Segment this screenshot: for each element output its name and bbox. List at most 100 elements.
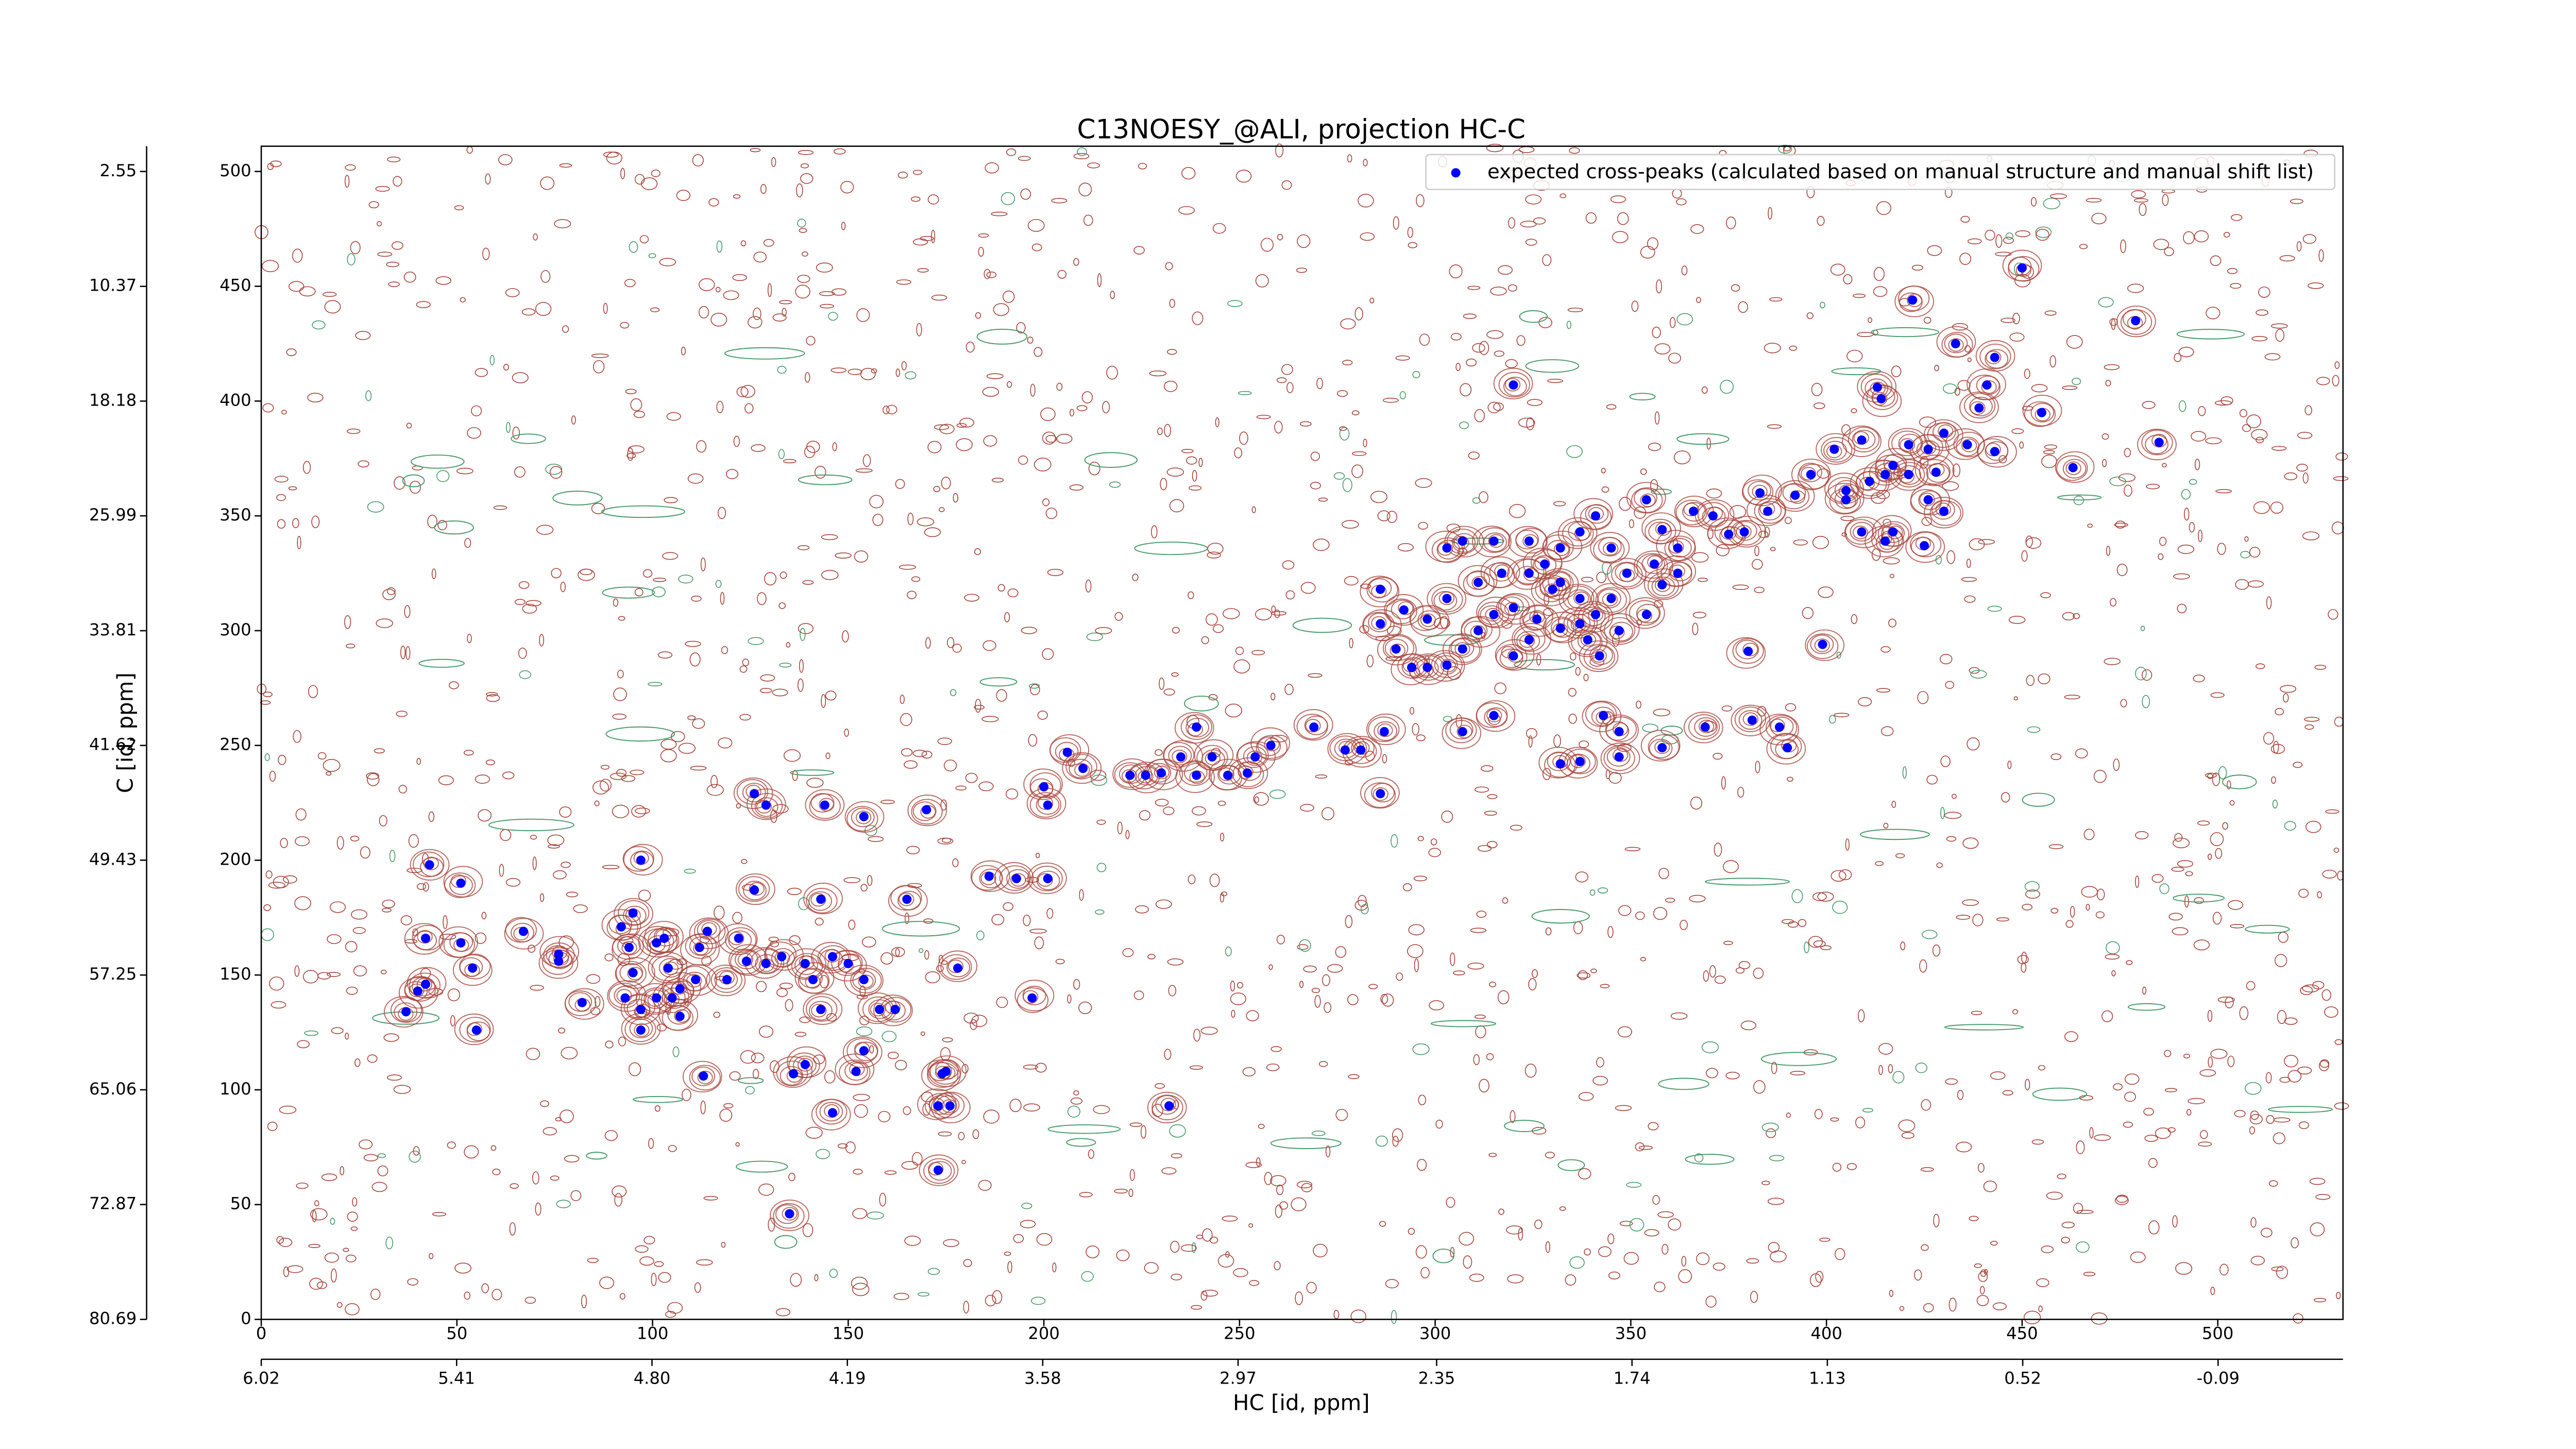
contour bbox=[627, 447, 634, 461]
contour bbox=[2086, 198, 2102, 203]
contour bbox=[1467, 963, 1484, 970]
contour bbox=[499, 864, 504, 877]
contour bbox=[1898, 1119, 1916, 1133]
contour bbox=[443, 915, 448, 929]
cross-peak bbox=[1078, 764, 1088, 773]
contour bbox=[1608, 772, 1622, 784]
contour bbox=[878, 1110, 891, 1122]
contour bbox=[1051, 198, 1067, 204]
contour bbox=[2062, 612, 2075, 620]
contour bbox=[2290, 198, 2303, 204]
contour bbox=[1654, 1282, 1666, 1292]
contour bbox=[286, 1265, 303, 1273]
contour bbox=[1138, 769, 1154, 784]
contour bbox=[1985, 229, 1995, 241]
contour bbox=[309, 1277, 323, 1290]
contour bbox=[662, 552, 679, 560]
contour bbox=[591, 502, 605, 514]
contour bbox=[1368, 716, 1400, 743]
contour bbox=[2274, 954, 2287, 967]
contour bbox=[1889, 1289, 1894, 1297]
contour bbox=[382, 907, 392, 913]
contour bbox=[1640, 468, 1647, 475]
contour bbox=[1785, 703, 1797, 712]
contour bbox=[901, 748, 913, 757]
contour bbox=[2093, 769, 2107, 783]
contour bbox=[1516, 335, 1526, 346]
cross-peak bbox=[2154, 437, 2164, 447]
contour bbox=[746, 788, 786, 820]
contour bbox=[2120, 239, 2126, 254]
contour bbox=[1797, 464, 1829, 490]
legend-marker bbox=[1451, 168, 1461, 178]
contour bbox=[1683, 712, 1723, 744]
contour bbox=[1449, 719, 1473, 739]
contour bbox=[1087, 162, 1100, 169]
contour bbox=[978, 233, 989, 238]
cross-peak bbox=[1606, 594, 1616, 603]
contour bbox=[1591, 649, 1607, 663]
cross-peak bbox=[922, 805, 931, 815]
contour bbox=[797, 1058, 814, 1072]
cross-peak bbox=[691, 975, 701, 985]
contour bbox=[1222, 1216, 1238, 1222]
contour bbox=[423, 856, 439, 870]
contour bbox=[586, 974, 601, 984]
contour bbox=[1525, 359, 1580, 373]
contour bbox=[797, 275, 810, 283]
contour bbox=[1189, 1065, 1204, 1070]
contour bbox=[804, 372, 810, 383]
contour bbox=[2256, 436, 2264, 444]
contour bbox=[919, 1154, 959, 1186]
contour bbox=[294, 896, 311, 911]
contour bbox=[365, 390, 372, 401]
contour bbox=[1306, 1282, 1317, 1294]
contour bbox=[2270, 501, 2284, 514]
contour bbox=[1217, 800, 1226, 806]
contour bbox=[521, 308, 536, 316]
contour bbox=[1230, 981, 1235, 992]
contour bbox=[1074, 763, 1090, 777]
contour bbox=[1508, 217, 1515, 229]
contour bbox=[396, 711, 408, 717]
contour bbox=[2137, 428, 2177, 461]
contour bbox=[1583, 673, 1589, 682]
contour bbox=[1117, 821, 1123, 835]
contour bbox=[2215, 489, 2232, 494]
contour bbox=[886, 405, 897, 415]
contour bbox=[1605, 716, 1637, 742]
contour bbox=[2124, 1091, 2136, 1102]
contour bbox=[920, 235, 934, 241]
contour bbox=[806, 778, 824, 788]
contour bbox=[1052, 1262, 1057, 1273]
x-tick-label: 200 bbox=[1028, 1323, 1060, 1343]
contour bbox=[1971, 1010, 1982, 1016]
contour bbox=[883, 406, 890, 414]
contour bbox=[2043, 450, 2055, 454]
contour bbox=[740, 240, 747, 247]
x-tick-label: 500 bbox=[2202, 1323, 2234, 1343]
contour bbox=[1735, 639, 1759, 660]
x-tick-label: 150 bbox=[833, 1323, 865, 1343]
contour bbox=[824, 1070, 836, 1084]
contour bbox=[1611, 562, 1643, 587]
contour bbox=[756, 800, 772, 814]
contour bbox=[1706, 1068, 1718, 1079]
plot-frame bbox=[260, 145, 2344, 1320]
contour bbox=[413, 851, 445, 878]
contour bbox=[1494, 350, 1504, 357]
contour bbox=[412, 976, 436, 997]
contour bbox=[2070, 905, 2075, 918]
contour bbox=[1225, 703, 1243, 718]
contour bbox=[1299, 939, 1311, 952]
contour bbox=[2230, 283, 2242, 289]
contour bbox=[970, 860, 1010, 892]
contour bbox=[1029, 684, 1040, 696]
contour bbox=[798, 678, 804, 692]
contour bbox=[1516, 631, 1540, 651]
contour bbox=[1450, 1246, 1455, 1258]
contour bbox=[779, 663, 792, 668]
contour bbox=[643, 1236, 655, 1245]
contour bbox=[1979, 1286, 1985, 1294]
contour bbox=[1114, 1188, 1128, 1194]
